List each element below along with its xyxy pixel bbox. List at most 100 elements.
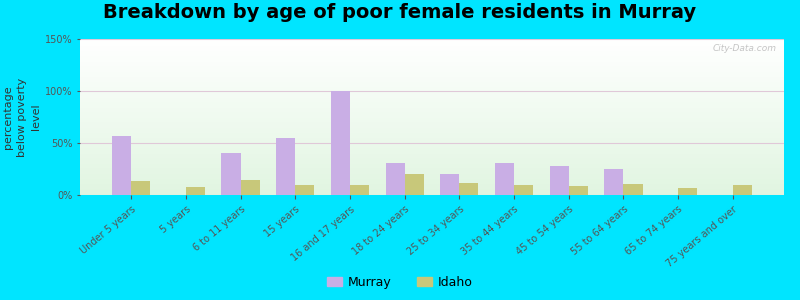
- Bar: [80, 117, 784, 118]
- Bar: [405, 174, 424, 195]
- Bar: [80, 149, 784, 150]
- Bar: [80, 134, 784, 135]
- Bar: [80, 139, 784, 140]
- Bar: [80, 80, 784, 81]
- Bar: [80, 151, 784, 152]
- Bar: [80, 127, 784, 128]
- Bar: [80, 135, 784, 136]
- Bar: [459, 182, 478, 195]
- Bar: [80, 69, 784, 70]
- Bar: [80, 70, 784, 71]
- Bar: [80, 72, 784, 73]
- Bar: [112, 136, 131, 195]
- Bar: [80, 146, 784, 147]
- Bar: [222, 153, 241, 195]
- Bar: [80, 167, 784, 168]
- Bar: [80, 153, 784, 154]
- Bar: [80, 114, 784, 115]
- Bar: [80, 122, 784, 123]
- Bar: [80, 104, 784, 105]
- Bar: [80, 126, 784, 127]
- Bar: [80, 119, 784, 120]
- Bar: [80, 42, 784, 43]
- Bar: [80, 190, 784, 191]
- Bar: [80, 44, 784, 45]
- Bar: [550, 166, 569, 195]
- Bar: [80, 191, 784, 192]
- Bar: [80, 79, 784, 80]
- Bar: [80, 75, 784, 76]
- Bar: [80, 179, 784, 180]
- Bar: [80, 59, 784, 60]
- Bar: [80, 111, 784, 112]
- Bar: [80, 54, 784, 55]
- Bar: [80, 158, 784, 159]
- Bar: [80, 156, 784, 157]
- Bar: [80, 73, 784, 74]
- Bar: [80, 194, 784, 195]
- Bar: [80, 184, 784, 185]
- Bar: [80, 183, 784, 184]
- Bar: [80, 68, 784, 69]
- Bar: [80, 163, 784, 164]
- Bar: [80, 57, 784, 58]
- Bar: [80, 120, 784, 121]
- Bar: [80, 182, 784, 183]
- Bar: [80, 92, 784, 93]
- Bar: [80, 108, 784, 109]
- Bar: [80, 174, 784, 175]
- Bar: [80, 115, 784, 116]
- Bar: [80, 76, 784, 77]
- Bar: [80, 128, 784, 129]
- Bar: [80, 159, 784, 160]
- Bar: [80, 77, 784, 78]
- Bar: [80, 123, 784, 124]
- Bar: [80, 187, 784, 188]
- Bar: [80, 49, 784, 50]
- Bar: [678, 188, 698, 195]
- Bar: [733, 184, 752, 195]
- Bar: [80, 188, 784, 189]
- Bar: [495, 163, 514, 195]
- Bar: [80, 106, 784, 107]
- Bar: [80, 181, 784, 182]
- Bar: [80, 124, 784, 125]
- Bar: [80, 130, 784, 131]
- Bar: [80, 131, 784, 132]
- Bar: [186, 187, 205, 195]
- Bar: [623, 184, 642, 195]
- Bar: [80, 51, 784, 52]
- Bar: [80, 88, 784, 89]
- Bar: [80, 65, 784, 66]
- Bar: [80, 90, 784, 91]
- Bar: [80, 150, 784, 151]
- Bar: [80, 148, 784, 149]
- Bar: [80, 132, 784, 133]
- Legend: Murray, Idaho: Murray, Idaho: [322, 271, 478, 294]
- Y-axis label: percentage
below poverty
level: percentage below poverty level: [2, 77, 41, 157]
- Bar: [80, 55, 784, 56]
- Bar: [131, 182, 150, 195]
- Bar: [80, 82, 784, 83]
- Bar: [350, 184, 369, 195]
- Bar: [80, 61, 784, 62]
- Bar: [80, 168, 784, 169]
- Bar: [80, 43, 784, 44]
- Bar: [80, 78, 784, 79]
- Bar: [80, 91, 784, 92]
- Bar: [80, 116, 784, 117]
- Bar: [80, 193, 784, 194]
- Bar: [440, 174, 459, 195]
- Bar: [241, 180, 260, 195]
- Bar: [80, 152, 784, 153]
- Bar: [80, 176, 784, 177]
- Text: Breakdown by age of poor female residents in Murray: Breakdown by age of poor female resident…: [103, 3, 697, 22]
- Bar: [80, 74, 784, 75]
- Bar: [80, 83, 784, 84]
- Bar: [80, 186, 784, 187]
- Bar: [80, 100, 784, 101]
- Bar: [80, 84, 784, 85]
- Bar: [80, 154, 784, 155]
- Bar: [80, 96, 784, 97]
- Bar: [80, 164, 784, 165]
